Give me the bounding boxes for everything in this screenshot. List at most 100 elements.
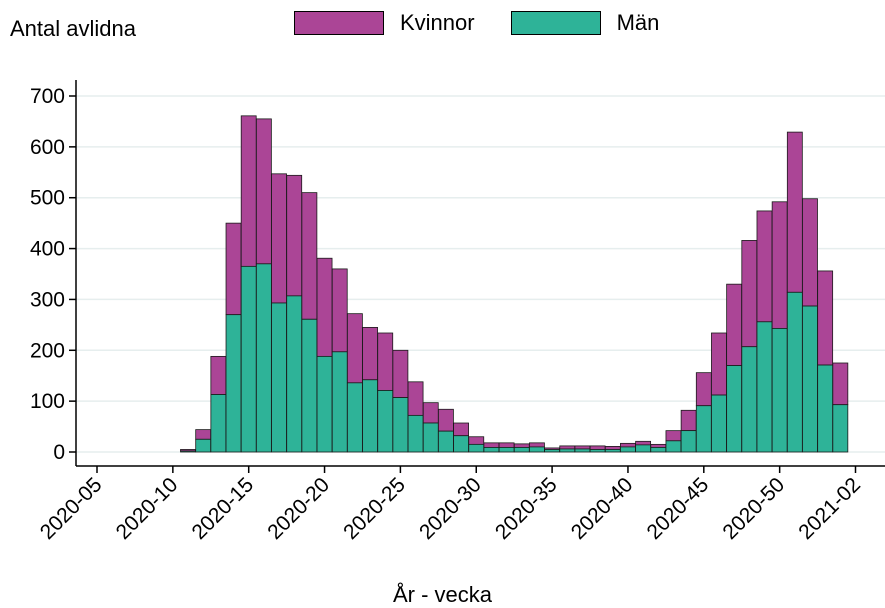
bar-kvinnor [786, 131, 803, 293]
legend-item-man: Män [510, 10, 660, 36]
x-tick-label: 2020-05 [36, 473, 107, 544]
bar-man [483, 447, 500, 453]
x-tick-label: 2020-15 [187, 473, 258, 544]
bar-kvinnor [392, 349, 409, 398]
y-tick-label: 600 [30, 136, 65, 159]
y-axis-title: Antal avlidna [10, 16, 136, 41]
bar-kvinnor [362, 326, 378, 381]
bar-kvinnor [574, 445, 591, 450]
bar-kvinnor [589, 445, 606, 450]
bar-man [650, 447, 667, 453]
x-tick-label: 2020-25 [339, 473, 410, 544]
bar-man [271, 302, 287, 453]
bar-kvinnor [346, 313, 363, 384]
bar-kvinnor [756, 210, 773, 323]
bar-kvinnor [620, 442, 636, 448]
bar-kvinnor [225, 222, 242, 316]
bar-man [468, 443, 485, 453]
bar-kvinnor [513, 443, 530, 448]
y-tick-label: 700 [30, 85, 65, 108]
bar-man [362, 379, 378, 453]
legend-label-kvinnor: Kvinnor [400, 10, 475, 35]
bar-man [195, 438, 212, 453]
bar-kvinnor [377, 332, 394, 391]
bar-man [665, 440, 682, 453]
y-tick-label: 200 [30, 339, 65, 362]
bar-man [346, 382, 363, 453]
bar-kvinnor [255, 118, 272, 265]
bar-kvinnor [650, 443, 667, 448]
bar-kvinnor [665, 430, 682, 442]
bar-man [225, 314, 242, 453]
bar-kvinnor [711, 332, 727, 396]
x-axis-title: År - vecka [392, 582, 493, 607]
bar-kvinnor [771, 201, 788, 329]
bar-man [286, 295, 303, 453]
bar-kvinnor [483, 442, 500, 448]
bar-kvinnor [453, 422, 469, 437]
bar-kvinnor [559, 445, 576, 450]
x-tick-label: 2020-35 [491, 473, 562, 544]
bar-kvinnor [680, 409, 697, 432]
bar-man [301, 318, 318, 453]
bar-kvinnor [331, 268, 348, 353]
bar-man [544, 449, 560, 453]
bar-kvinnor [498, 442, 515, 448]
bar-kvinnor [286, 174, 303, 297]
bar-man [453, 435, 469, 453]
bar-man [529, 446, 545, 453]
y-tick-label: 300 [30, 288, 65, 311]
bar-man [240, 265, 257, 453]
x-tick-label: 2020-45 [643, 473, 714, 544]
x-tick-label: 2021-02 [794, 473, 865, 544]
bar-man [771, 328, 788, 453]
bar-kvinnor [529, 442, 545, 448]
legend-swatch-kvinnor [294, 11, 384, 35]
bar-kvinnor [635, 440, 652, 446]
y-tick-label: 0 [53, 441, 65, 464]
bar-man [711, 394, 727, 453]
bar-man [331, 351, 348, 453]
x-tick-label: 2020-30 [415, 473, 486, 544]
bar-man [802, 305, 818, 453]
bar-kvinnor [468, 436, 485, 445]
bar-man [438, 430, 454, 453]
bar-kvinnor [741, 240, 758, 348]
bar-man [210, 394, 227, 453]
bar-man [786, 291, 803, 453]
x-tick-label: 2020-40 [567, 473, 638, 544]
bar-kvinnor [422, 402, 439, 424]
bar-man [574, 448, 591, 453]
bar-man [498, 447, 515, 453]
bar-kvinnor [271, 173, 287, 304]
bar-kvinnor [407, 381, 424, 416]
bar-kvinnor [726, 283, 743, 366]
legend-label-man: Män [616, 10, 660, 35]
bar-kvinnor [438, 408, 454, 432]
bar-kvinnor [195, 429, 212, 440]
bar-man [316, 355, 333, 453]
bar-kvinnor [316, 257, 333, 357]
bar-kvinnor [240, 115, 257, 267]
bar-man [255, 263, 272, 453]
bar-man [589, 449, 606, 453]
bar-man [513, 447, 530, 453]
bar-kvinnor [695, 372, 712, 407]
y-tick-label: 100 [30, 390, 65, 413]
bar-man [604, 449, 621, 453]
bar-man [559, 448, 576, 453]
bar-man [741, 346, 758, 453]
bar-man [832, 404, 849, 453]
bar-man [377, 390, 394, 453]
bar-man [407, 414, 424, 453]
bar-kvinnor [832, 362, 849, 406]
bar-man [726, 365, 743, 453]
bar-man [756, 321, 773, 453]
bar-man [635, 444, 652, 453]
legend-swatch-man [510, 11, 601, 35]
bar-kvinnor [802, 198, 818, 307]
x-tick-label: 2020-50 [718, 473, 789, 544]
bar-kvinnor [210, 355, 227, 395]
